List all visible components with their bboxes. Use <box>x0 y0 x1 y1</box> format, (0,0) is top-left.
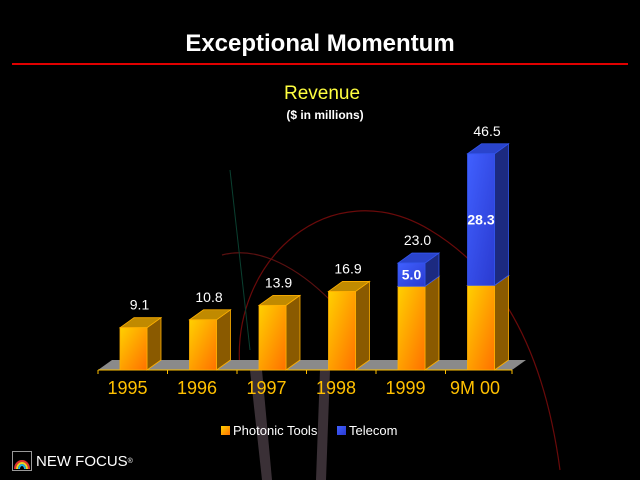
bar-side <box>494 142 509 287</box>
total-label: 13.9 <box>265 274 292 290</box>
bar-photonic-1999 <box>396 275 441 371</box>
title-divider <box>12 63 628 65</box>
category-label: 1995 <box>107 378 147 398</box>
legend-swatch-telecom <box>337 426 346 435</box>
bar-side <box>424 275 440 371</box>
category-label: 1996 <box>177 378 217 398</box>
category-label: 1999 <box>385 378 425 398</box>
rainbow-logo-icon <box>12 451 32 471</box>
slide-title: Exceptional Momentum <box>185 30 455 57</box>
total-label: 9.1 <box>130 297 150 313</box>
bar-front <box>467 153 495 286</box>
registered-mark: ® <box>127 457 133 465</box>
bar-front <box>467 284 495 371</box>
bar-front <box>258 304 287 371</box>
bar-photonic-1995 <box>118 316 163 371</box>
bar-telecom-9M00 <box>466 142 510 287</box>
total-label: 16.9 <box>334 260 361 276</box>
bar-telecom-1999 <box>396 252 441 288</box>
category-label: 1998 <box>316 378 356 398</box>
bar-side <box>285 294 301 371</box>
bar-photonic-1997 <box>257 294 302 371</box>
total-label: 10.8 <box>195 289 222 305</box>
logo-text: NEW FOCUS <box>36 452 128 470</box>
bar-front <box>397 262 426 287</box>
segment-label: 5.0 <box>402 267 422 283</box>
chart-subtitle: ($ in millions) <box>286 108 363 122</box>
bar-side <box>216 309 231 371</box>
bar-front <box>189 319 217 371</box>
bar-side <box>494 274 509 371</box>
total-label: 23.0 <box>404 232 431 248</box>
legend-label-telecom: Telecom <box>349 423 397 438</box>
bar-photonic-9M00 <box>466 274 510 371</box>
chart-title: Revenue <box>284 83 360 104</box>
category-label: 1997 <box>246 378 286 398</box>
bar-photonic-1996 <box>188 309 232 371</box>
category-label: 9M 00 <box>450 378 500 398</box>
background-decoration <box>221 169 561 480</box>
legend-swatch-photonic <box>221 426 230 435</box>
bar-front <box>119 327 148 371</box>
chart-floor <box>98 360 526 370</box>
legend-label-photonic: Photonic Tools <box>233 423 318 438</box>
new-focus-logo: NEW FOCUS ® <box>12 451 133 471</box>
legend: Photonic Tools Telecom <box>221 423 397 438</box>
bar-photonic-1998 <box>327 280 371 371</box>
segment-label: 28.3 <box>467 212 494 228</box>
bar-front <box>397 285 426 371</box>
bar-front <box>328 291 356 371</box>
bar-side <box>355 280 370 371</box>
total-label: 46.5 <box>473 123 500 139</box>
